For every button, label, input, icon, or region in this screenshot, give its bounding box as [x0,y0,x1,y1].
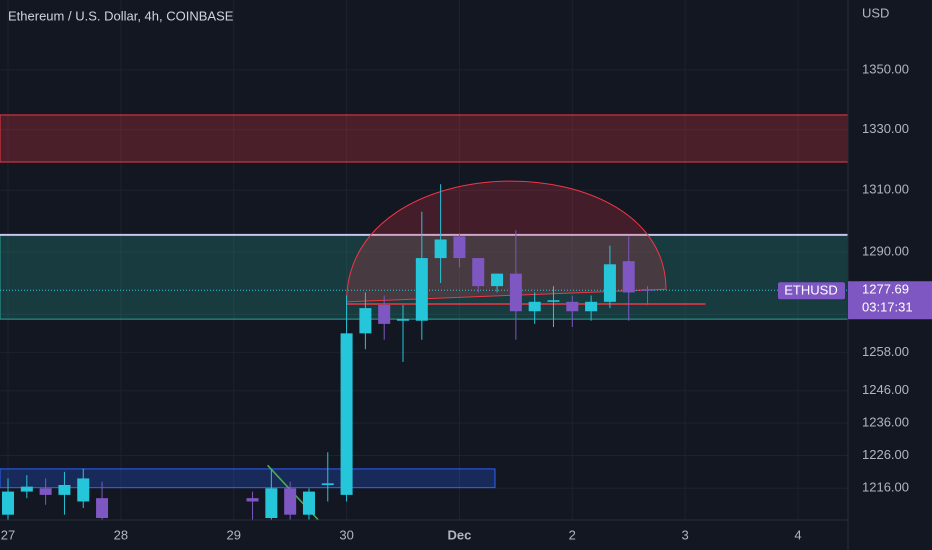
y-tick-label: 1310.00 [862,182,909,197]
candle-body [58,484,71,495]
y-tick-label: 1226.00 [862,447,909,462]
candle-body [434,239,447,259]
y-axis-label: USD [862,5,889,20]
candle-body [20,486,33,492]
candle-body [453,236,466,259]
candle-body [96,498,109,519]
candle-body [359,308,372,334]
symbol-label: ETHUSD [784,283,837,298]
countdown: 03:17:31 [862,300,913,315]
chart-title: Ethereum / U.S. Dollar, 4h, COINBASE [8,8,234,23]
candle-body [603,264,616,302]
candle-body [39,488,52,495]
x-tick-label: 29 [226,527,240,542]
x-tick-label: 3 [682,527,689,542]
candle-body [566,301,579,312]
y-tick-label: 1246.00 [862,382,909,397]
candle-body [622,261,635,293]
x-tick-label: 2 [569,527,576,542]
candle-body [265,488,278,519]
price-label: 1277.69 [862,282,909,297]
y-tick-label: 1216.00 [862,480,909,495]
candle-body [321,483,334,485]
y-tick-label: 1350.00 [862,61,909,76]
candle-body [397,319,410,321]
price-label-bg [848,281,932,320]
y-tick-label: 1258.00 [862,344,909,359]
candle-body [509,273,522,312]
candle-body [284,488,297,515]
x-tick-label: 4 [794,527,801,542]
arc [346,180,667,303]
candle-body [340,333,353,495]
y-tick-label: 1236.00 [862,414,909,429]
zone [0,114,848,163]
x-tick-label: 30 [339,527,353,542]
x-tick-label: 27 [1,527,15,542]
candle-body [641,289,654,291]
candle-body [77,478,90,502]
plot-area [0,0,848,520]
candle-body [547,300,560,302]
candle-body [472,258,485,287]
y-tick-label: 1290.00 [862,243,909,258]
candle-body [528,301,541,312]
candle-body [2,491,15,515]
zone [0,468,496,489]
candle-body [415,258,428,321]
x-tick-label: Dec [448,527,472,542]
y-tick-label: 1330.00 [862,121,909,136]
candle-body [246,498,259,502]
candle-body [378,304,391,324]
symbol-label-bg [778,282,845,300]
candle-body [585,301,598,312]
candle-body [302,491,315,515]
x-tick-label: 28 [114,527,128,542]
candle-body [491,273,504,287]
